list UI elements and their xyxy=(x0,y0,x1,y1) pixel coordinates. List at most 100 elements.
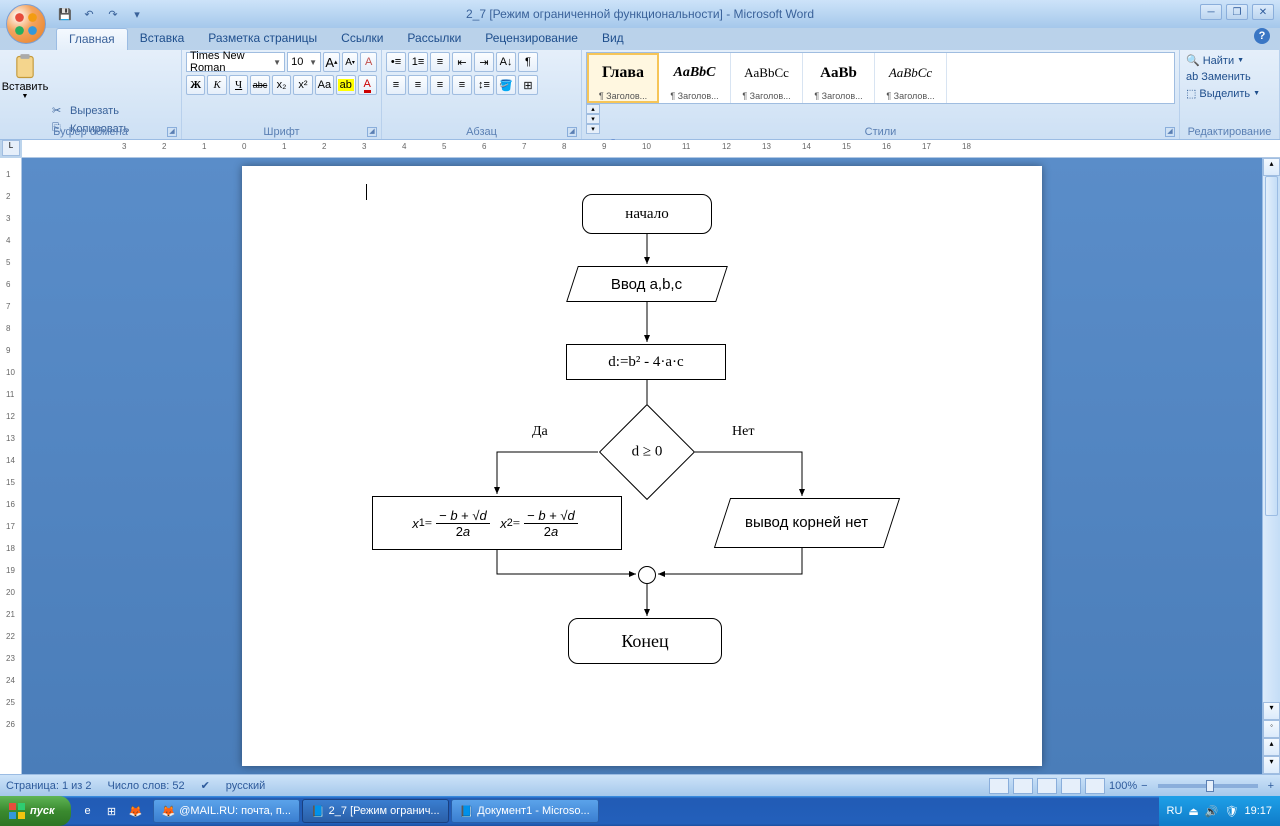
show-desktop-icon[interactable]: ⊞ xyxy=(101,799,123,823)
browse-object-button[interactable]: ◦ xyxy=(1263,720,1280,738)
tray-lang[interactable]: RU xyxy=(1167,805,1183,817)
scroll-thumb[interactable] xyxy=(1265,176,1278,516)
style-item[interactable]: AaBbC¶ Заголов... xyxy=(659,53,731,103)
outline-view[interactable] xyxy=(1061,778,1081,794)
start-button[interactable]: пуск xyxy=(0,796,71,826)
taskbar-task[interactable]: 📘Документ1 - Microso... xyxy=(451,799,599,823)
sort-button[interactable]: A↓ xyxy=(496,52,516,72)
align-right-button[interactable]: ≡ xyxy=(430,75,450,95)
minimize-button[interactable]: ─ xyxy=(1200,4,1222,20)
highlight-button[interactable]: ab xyxy=(336,75,355,95)
font-dialog-launcher[interactable]: ◢ xyxy=(367,127,377,137)
tab-home[interactable]: Главная xyxy=(56,28,128,50)
document-viewport[interactable]: начало Ввод a,b,c d:=b² - 4·a·c d ≥ 0 Да… xyxy=(22,158,1262,774)
justify-button[interactable]: ≡ xyxy=(452,75,472,95)
tray-volume-icon[interactable]: 🔊 xyxy=(1205,805,1219,818)
numbering-button[interactable]: 1≡ xyxy=(408,52,428,72)
font-color-button[interactable]: A xyxy=(358,75,377,95)
paste-button[interactable]: Вставить ▼ xyxy=(4,52,46,101)
undo-button[interactable]: ↶ xyxy=(80,5,98,23)
language-status[interactable]: русский xyxy=(226,780,265,792)
tab-layout[interactable]: Разметка страницы xyxy=(196,28,329,50)
replace-button[interactable]: abЗаменить xyxy=(1184,69,1275,85)
redo-button[interactable]: ↷ xyxy=(104,5,122,23)
ie-icon[interactable]: e xyxy=(77,799,99,823)
borders-button[interactable]: ⊞ xyxy=(518,75,538,95)
style-item[interactable]: AaBbCc¶ Заголов... xyxy=(731,53,803,103)
tab-mailings[interactable]: Рассылки xyxy=(395,28,473,50)
tab-insert[interactable]: Вставка xyxy=(128,28,197,50)
select-button[interactable]: ⬚Выделить▼ xyxy=(1184,85,1275,102)
multilevel-button[interactable]: ≡ xyxy=(430,52,450,72)
bold-button[interactable]: Ж xyxy=(186,75,205,95)
paragraph-dialog-launcher[interactable]: ◢ xyxy=(567,127,577,137)
page[interactable]: начало Ввод a,b,c d:=b² - 4·a·c d ≥ 0 Да… xyxy=(242,166,1042,766)
style-item[interactable]: AaBbCc¶ Заголов... xyxy=(875,53,947,103)
change-case-button[interactable]: Aa xyxy=(315,75,334,95)
styles-dialog-launcher[interactable]: ◢ xyxy=(1165,127,1175,137)
scroll-down-button[interactable]: ▾ xyxy=(1263,702,1280,720)
taskbar-task[interactable]: 📘2_7 [Режим огранич... xyxy=(302,799,449,823)
flowchart-yes-label: Да xyxy=(532,424,548,440)
clear-format-button[interactable]: A xyxy=(360,52,377,72)
tray-clock[interactable]: 19:17 xyxy=(1244,805,1272,817)
indent-right-button[interactable]: ⇥ xyxy=(474,52,494,72)
word-count[interactable]: Число слов: 52 xyxy=(108,780,185,792)
font-name-combo[interactable]: Times New Roman▼ xyxy=(186,52,285,72)
vertical-ruler[interactable]: 1234567891011121314151617181920212223242… xyxy=(0,158,22,774)
subscript-button[interactable]: x₂ xyxy=(272,75,291,95)
next-page-button[interactable]: ▾ xyxy=(1263,756,1280,774)
save-button[interactable]: 💾 xyxy=(56,5,74,23)
scroll-up-button[interactable]: ▴ xyxy=(1263,158,1280,176)
flowchart-end: Конец xyxy=(568,618,722,664)
align-center-button[interactable]: ≡ xyxy=(408,75,428,95)
spellcheck-icon[interactable]: ✔ xyxy=(201,779,210,792)
style-item[interactable]: Глава¶ Заголов... xyxy=(587,53,659,103)
zoom-slider[interactable] xyxy=(1158,784,1258,788)
close-button[interactable]: ✕ xyxy=(1252,4,1274,20)
tab-references[interactable]: Ссылки xyxy=(329,28,395,50)
tab-review[interactable]: Рецензирование xyxy=(473,28,590,50)
help-icon[interactable]: ? xyxy=(1254,28,1270,44)
firefox-icon[interactable]: 🦊 xyxy=(125,799,147,823)
page-status[interactable]: Страница: 1 из 2 xyxy=(6,780,92,792)
grow-font-button[interactable]: A▴ xyxy=(323,52,340,72)
taskbar-task[interactable]: 🦊@MAIL.RU: почта, п... xyxy=(153,799,300,823)
prev-page-button[interactable]: ▴ xyxy=(1263,738,1280,756)
bullets-button[interactable]: •≡ xyxy=(386,52,406,72)
cut-button[interactable]: ✂ Вырезать xyxy=(50,103,177,119)
horizontal-ruler[interactable]: 3210123456789101112131415161718 xyxy=(22,140,1280,158)
tray-safely-remove-icon[interactable]: ⏏ xyxy=(1188,805,1198,818)
underline-button[interactable]: Ч xyxy=(229,75,248,95)
shrink-font-button[interactable]: A▾ xyxy=(342,52,359,72)
shading-button[interactable]: 🪣 xyxy=(496,75,516,95)
show-marks-button[interactable]: ¶ xyxy=(518,52,538,72)
align-left-button[interactable]: ≡ xyxy=(386,75,406,95)
full-screen-view[interactable] xyxy=(1013,778,1033,794)
style-item[interactable]: AaBb¶ Заголов... xyxy=(803,53,875,103)
italic-button[interactable]: К xyxy=(207,75,226,95)
tray-shield-icon[interactable]: 🛡 xyxy=(1225,805,1239,818)
web-layout-view[interactable] xyxy=(1037,778,1057,794)
print-layout-view[interactable] xyxy=(989,778,1009,794)
superscript-button[interactable]: x² xyxy=(293,75,312,95)
indent-left-button[interactable]: ⇤ xyxy=(452,52,472,72)
ruler-corner[interactable]: L xyxy=(2,140,20,156)
zoom-out-button[interactable]: − xyxy=(1141,780,1147,792)
zoom-in-button[interactable]: + xyxy=(1268,780,1274,792)
vertical-scrollbar[interactable]: ▴ ▾ ◦ ▴ ▾ xyxy=(1262,158,1280,774)
tab-view[interactable]: Вид xyxy=(590,28,636,50)
office-button[interactable] xyxy=(6,4,46,44)
cut-label: Вырезать xyxy=(70,105,119,117)
qat-customize[interactable]: ▾ xyxy=(128,5,146,23)
zoom-level[interactable]: 100% xyxy=(1109,780,1137,792)
maximize-button[interactable]: ❐ xyxy=(1226,4,1248,20)
find-icon: 🔍 xyxy=(1186,54,1200,67)
line-spacing-button[interactable]: ↕≡ xyxy=(474,75,494,95)
clipboard-dialog-launcher[interactable]: ◢ xyxy=(167,127,177,137)
draft-view[interactable] xyxy=(1085,778,1105,794)
strike-button[interactable]: abc xyxy=(250,75,269,95)
scissors-icon: ✂ xyxy=(52,104,66,118)
font-size-combo[interactable]: 10▼ xyxy=(287,52,321,72)
find-button[interactable]: 🔍Найти▼ xyxy=(1184,52,1275,69)
